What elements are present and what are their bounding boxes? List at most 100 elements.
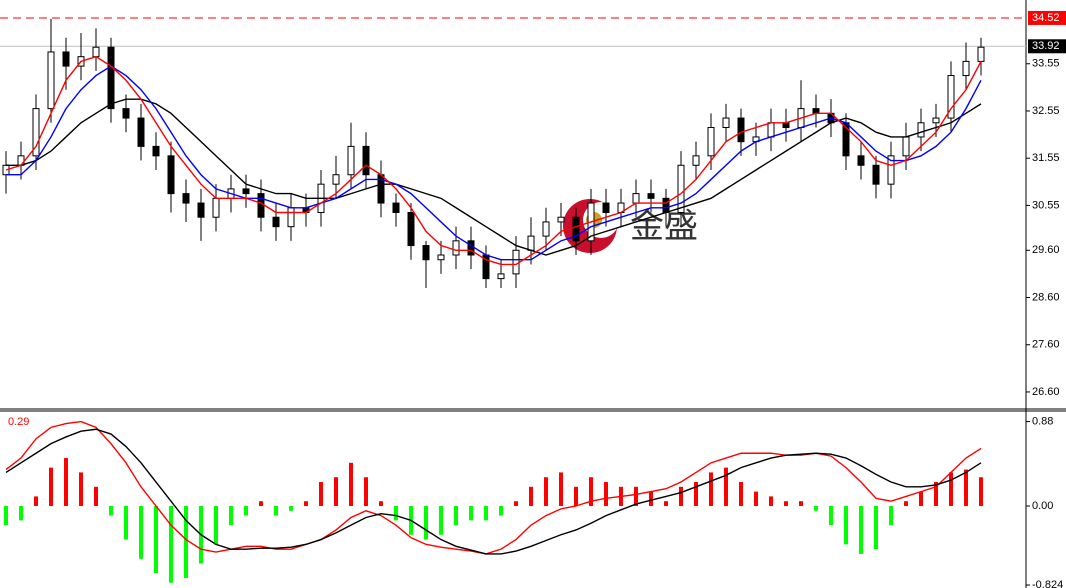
histogram-bar: [184, 505, 188, 578]
histogram-bar: [589, 477, 593, 506]
histogram-bar: [94, 486, 98, 506]
histogram-bar: [4, 505, 8, 526]
histogram-bar: [364, 477, 368, 506]
histogram-bar: [709, 472, 713, 506]
candle-body: [212, 197, 220, 218]
histogram-bar: [274, 505, 278, 516]
candle-body: [557, 216, 565, 223]
candle-body: [32, 108, 40, 157]
histogram-bar: [964, 469, 968, 506]
histogram-bar: [949, 472, 953, 506]
y-tick-label: 0.00: [1032, 500, 1053, 512]
candle-body: [917, 122, 925, 138]
y-tick-label: 0.88: [1032, 415, 1053, 427]
histogram-bar: [319, 482, 323, 506]
candle-body: [632, 193, 640, 204]
histogram-bar: [799, 501, 803, 506]
candle-body: [452, 240, 460, 256]
histogram-bar: [139, 505, 143, 559]
histogram-bar: [604, 482, 608, 506]
histogram-bar: [259, 501, 263, 506]
candle-body: [167, 155, 175, 195]
histogram-bar: [424, 505, 428, 540]
histogram-bar: [109, 505, 113, 516]
histogram-bar: [844, 505, 848, 545]
candle-body: [152, 145, 160, 157]
histogram-bar: [919, 491, 923, 506]
candle-body: [512, 249, 520, 275]
histogram-bar: [754, 491, 758, 506]
histogram-bar: [64, 458, 68, 506]
histogram-bar: [379, 501, 383, 506]
candle-body: [812, 108, 820, 114]
histogram-bar: [724, 467, 728, 506]
histogram-bar: [394, 505, 398, 521]
candle-body: [242, 188, 250, 195]
histogram-bar: [304, 501, 308, 506]
histogram-bar: [214, 505, 218, 545]
histogram-bar: [829, 505, 833, 526]
y-tick-label: 26.60: [1032, 386, 1060, 398]
candle-body: [17, 155, 25, 166]
histogram-bar: [859, 505, 863, 554]
candle-body: [722, 117, 730, 129]
histogram-bar: [514, 501, 518, 506]
candle-body: [422, 245, 430, 261]
histogram-bar: [634, 486, 638, 506]
histogram-bar: [694, 482, 698, 506]
candle-body: [497, 273, 505, 280]
histogram-bar: [979, 477, 983, 506]
price-label: 33.92: [1032, 40, 1060, 52]
line-series: [5, 428, 982, 555]
candle-body: [347, 145, 355, 176]
candle-body: [932, 117, 940, 124]
histogram-bar: [454, 505, 458, 526]
candle-body: [437, 254, 445, 261]
histogram-bar: [649, 491, 653, 506]
histogram-bar: [169, 505, 173, 583]
histogram-bar: [739, 482, 743, 506]
y-tick-label: 31.55: [1032, 152, 1060, 164]
candle-body: [122, 108, 130, 119]
histogram-bar: [934, 482, 938, 506]
histogram-bar: [349, 462, 353, 506]
histogram-bar: [814, 505, 818, 511]
histogram-bar: [439, 505, 443, 535]
histogram-bar: [874, 505, 878, 550]
histogram-bar: [154, 505, 158, 574]
candle-body: [47, 51, 55, 110]
candle-body: [182, 193, 190, 204]
candle-body: [707, 127, 715, 157]
histogram-bar: [784, 501, 788, 506]
price-label-box: [1028, 10, 1066, 25]
histogram-bar: [469, 505, 473, 521]
candle-body: [287, 207, 295, 228]
histogram-bar: [79, 472, 83, 506]
candle-body: [272, 216, 280, 228]
y-tick-label: 28.60: [1032, 291, 1060, 303]
current-value: 0.29: [8, 416, 29, 428]
candle-body: [332, 174, 340, 185]
y-tick-label: 32.55: [1032, 105, 1060, 117]
candle-body: [782, 122, 790, 129]
candle-body: [407, 212, 415, 247]
histogram-bar: [559, 472, 563, 506]
candle-body: [857, 155, 865, 166]
candle-body: [362, 145, 370, 176]
histogram-bar: [679, 486, 683, 506]
candle-body: [197, 202, 205, 218]
candle-body: [392, 202, 400, 214]
candle-body: [107, 46, 115, 110]
line-series: [6, 65, 982, 261]
candle-body: [737, 117, 745, 143]
candle-body: [62, 51, 70, 67]
histogram-bar: [484, 505, 488, 521]
histogram-bar: [19, 505, 23, 521]
candle-body: [767, 122, 775, 138]
candle-body: [647, 193, 655, 199]
y-tick-label: -0.824: [1032, 579, 1063, 588]
histogram-bar: [244, 505, 248, 516]
candle-body: [137, 117, 145, 147]
